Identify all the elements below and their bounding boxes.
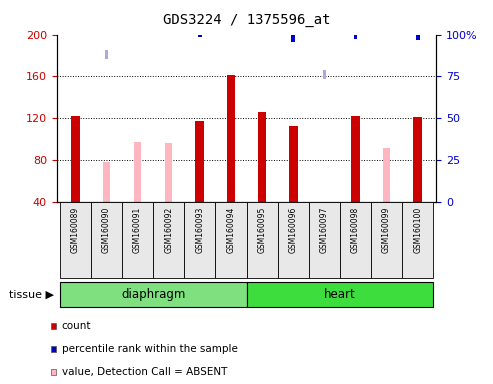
Bar [51, 369, 56, 375]
Text: GSM160098: GSM160098 [351, 207, 360, 253]
Bar [51, 323, 56, 329]
Bar [260, 20, 264, 29]
Bar [227, 75, 235, 202]
Bar [215, 202, 246, 278]
Bar [246, 202, 278, 278]
Bar [413, 117, 422, 202]
Bar [416, 32, 420, 40]
Bar [340, 202, 371, 278]
Text: diaphragm: diaphragm [121, 288, 185, 301]
Text: GSM160095: GSM160095 [257, 207, 267, 253]
Text: count: count [62, 321, 91, 331]
Text: percentile rank within the sample: percentile rank within the sample [62, 344, 238, 354]
Text: GSM160093: GSM160093 [195, 207, 204, 253]
Bar [323, 71, 326, 79]
Text: GSM160090: GSM160090 [102, 207, 111, 253]
Bar [371, 202, 402, 278]
Bar [258, 112, 266, 202]
Bar [198, 29, 202, 37]
Bar [289, 126, 298, 202]
Bar [153, 202, 184, 278]
Text: GSM160099: GSM160099 [382, 207, 391, 253]
Text: GSM160092: GSM160092 [164, 207, 173, 253]
Bar [51, 346, 56, 352]
Bar [353, 30, 357, 39]
Bar [122, 202, 153, 278]
Text: heart: heart [324, 288, 356, 301]
Bar [278, 202, 309, 278]
Bar [60, 282, 246, 307]
Bar [73, 27, 77, 35]
Bar [309, 202, 340, 278]
Bar [246, 282, 433, 307]
Text: GSM160096: GSM160096 [289, 207, 298, 253]
Bar [71, 116, 80, 202]
Bar [103, 162, 110, 202]
Bar [184, 202, 215, 278]
Text: GSM160100: GSM160100 [413, 207, 422, 253]
Text: value, Detection Call = ABSENT: value, Detection Call = ABSENT [62, 367, 227, 377]
Bar [195, 121, 204, 202]
Text: GSM160094: GSM160094 [226, 207, 236, 253]
Bar [383, 148, 390, 202]
Text: GSM160097: GSM160097 [320, 207, 329, 253]
Text: GSM160089: GSM160089 [71, 207, 80, 253]
Text: GDS3224 / 1375596_at: GDS3224 / 1375596_at [163, 13, 330, 27]
Text: tissue ▶: tissue ▶ [9, 290, 54, 300]
Bar [91, 202, 122, 278]
Bar [351, 116, 360, 202]
Bar [60, 202, 91, 278]
Bar [165, 143, 172, 202]
Bar [402, 202, 433, 278]
Text: GSM160091: GSM160091 [133, 207, 142, 253]
Bar [291, 34, 295, 42]
Bar [229, 4, 233, 12]
Bar [105, 50, 108, 59]
Bar [134, 142, 141, 202]
